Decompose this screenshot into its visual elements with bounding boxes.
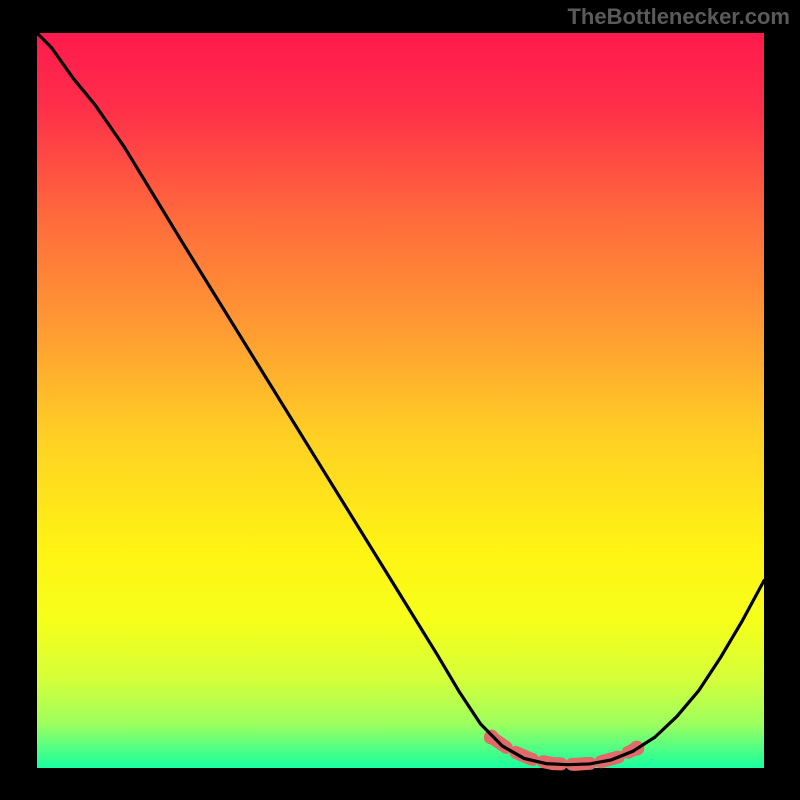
- chart-root: TheBottlenecker.com: [0, 0, 800, 800]
- watermark-text: TheBottlenecker.com: [567, 4, 790, 30]
- curve-layer: [37, 33, 764, 768]
- plot-area: [37, 33, 764, 768]
- bottleneck-curve: [37, 33, 764, 765]
